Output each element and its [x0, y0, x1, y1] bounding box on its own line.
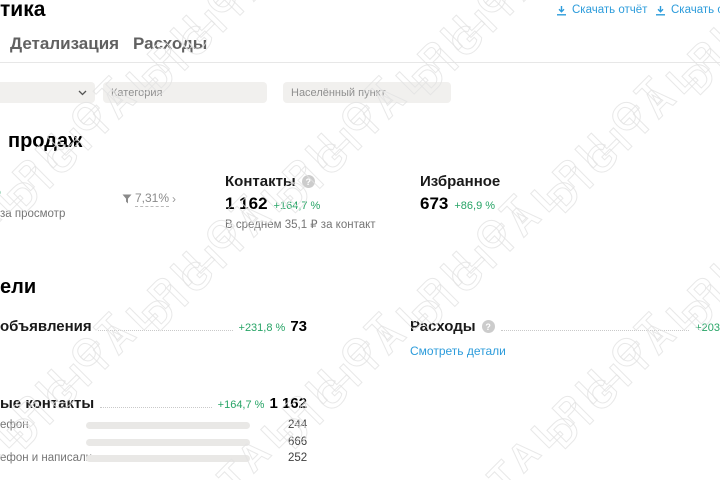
- expenses-indicator-row: Расходы ? +203: [410, 318, 720, 335]
- download-report-label: Скачать отчёт: [671, 4, 720, 16]
- clipped-change-fragment: %: [0, 186, 1, 198]
- bar-row-wrote: 666: [0, 436, 307, 448]
- contacts-value: 1 162: [225, 194, 268, 213]
- conversion-value: 7,31%: [135, 191, 170, 207]
- download-icon: [656, 5, 665, 15]
- download-icon: [557, 5, 566, 15]
- funnel-conversion[interactable]: 7,31% ›: [122, 191, 176, 207]
- city-input[interactable]: Населённый пункт: [283, 82, 451, 103]
- bar-value: 244: [288, 419, 308, 431]
- funnel-icon: [122, 194, 132, 204]
- ads-indicator-row: объявления +231,8 % 73: [0, 318, 307, 335]
- bar-label: ефон и написали: [0, 452, 93, 464]
- unique-contacts-change: +164,7 %: [217, 399, 265, 411]
- bar-value: 666: [288, 436, 308, 448]
- contacts-avg-cost: В среднем 35,1 ₽ за контакт: [225, 219, 376, 231]
- expenses-details-link[interactable]: Смотреть детали: [410, 344, 506, 358]
- unique-contacts-label: ые контакты: [0, 395, 95, 412]
- dotted-leader: [97, 320, 233, 331]
- unique-contacts-value: 1 162: [269, 395, 307, 412]
- category-placeholder: Категория: [111, 86, 163, 99]
- download-report-label: Скачать отчёт: [572, 4, 648, 16]
- favorites-change: +86,9 %: [454, 200, 496, 212]
- tab-expenses[interactable]: Расходы: [133, 34, 208, 53]
- dotted-leader: [500, 320, 690, 331]
- bar-row-phone: ефон 244: [0, 419, 307, 431]
- sales-funnel-heading: продаж: [8, 130, 83, 152]
- question-icon[interactable]: ?: [481, 320, 495, 333]
- category-input[interactable]: Категория: [103, 82, 267, 103]
- expenses-label: Расходы: [410, 318, 476, 335]
- question-icon[interactable]: ?: [301, 175, 315, 188]
- chevron-down-icon: [78, 90, 87, 95]
- bar-label: ефон: [0, 419, 29, 431]
- indicators-heading: ели: [0, 276, 37, 298]
- city-placeholder: Населённый пункт: [291, 86, 386, 99]
- chevron-right-icon: ›: [172, 192, 177, 206]
- page-title: тика: [0, 0, 46, 21]
- tab-detalization[interactable]: Детализация: [10, 34, 120, 53]
- contacts-label: Контакты: [225, 173, 296, 190]
- favorites-value: 673: [420, 194, 449, 213]
- favorites-label: Избранное: [420, 173, 501, 190]
- download-report-link-top[interactable]: Скачать отчёт: [556, 4, 647, 16]
- contacts-change: +164,7 %: [273, 200, 321, 212]
- download-report-link-tab[interactable]: Скачать отчёт: [655, 4, 720, 16]
- expenses-change-fragment: +203: [695, 322, 720, 334]
- ads-row-label: объявления: [0, 318, 92, 335]
- dotted-leader: [100, 397, 212, 408]
- favorites-metric: Избранное 673 +86,9 %: [420, 173, 500, 214]
- bar-track: [86, 455, 250, 462]
- ads-row-value: 73: [290, 318, 307, 335]
- ads-row-change: +231,8 %: [238, 322, 286, 334]
- bar-track: [86, 439, 250, 446]
- bar-track: [86, 422, 250, 429]
- views-cost-fragment: за просмотр: [0, 208, 66, 220]
- unique-contacts-row: ые контакты +164,7 % 1 162: [0, 395, 307, 412]
- bar-row-phone-and-wrote: ефон и написали 252: [0, 452, 307, 464]
- period-select[interactable]: :: [0, 82, 95, 103]
- bar-value: 252: [288, 452, 308, 464]
- tabs-divider: [0, 62, 720, 63]
- contacts-metric: Контакты ? 1 162 +164,7 % В среднем 35,1…: [225, 173, 376, 231]
